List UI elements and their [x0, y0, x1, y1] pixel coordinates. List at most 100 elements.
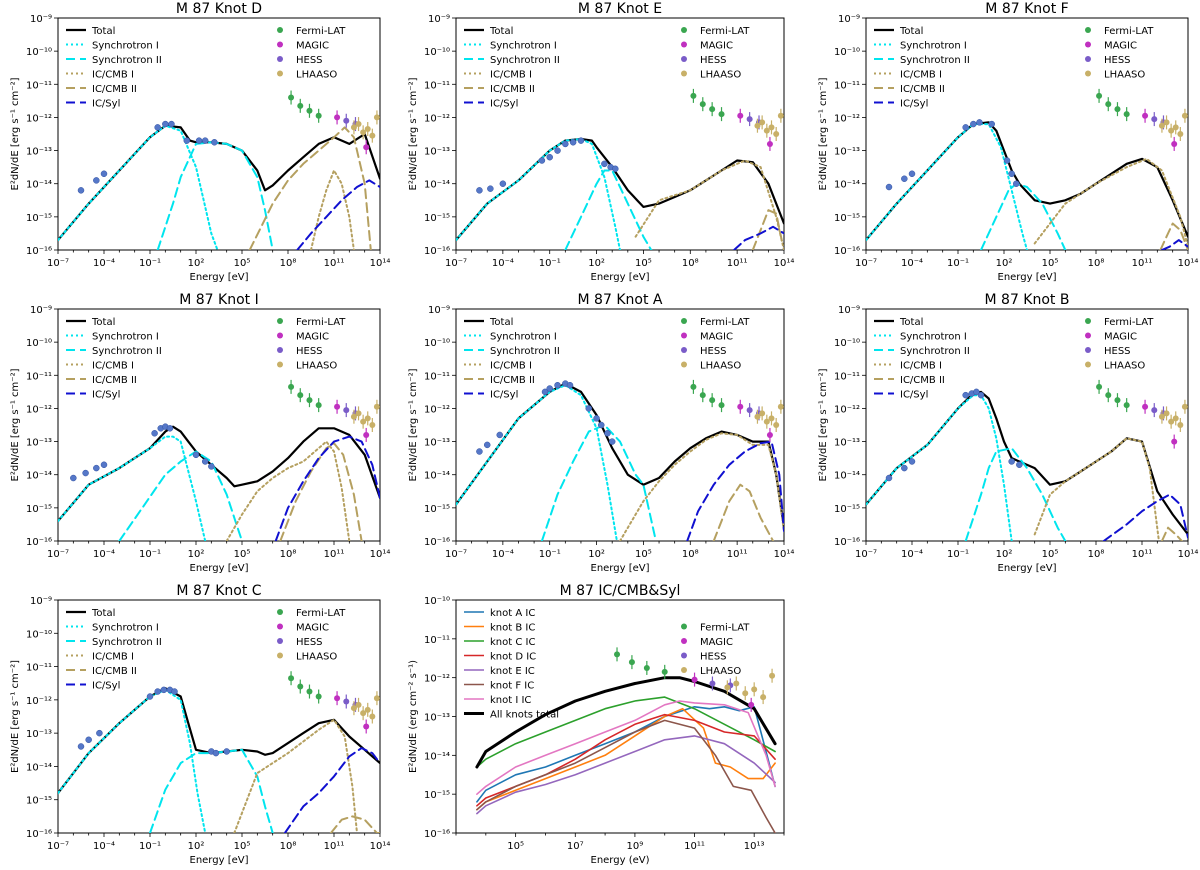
x-tick-label: 10¹¹ [1132, 549, 1153, 560]
lhaaso-point [1181, 403, 1188, 410]
lhaaso-point [769, 672, 776, 679]
legend-label: Fermi-LAT [700, 26, 750, 37]
y-tick-label: 10⁻⁹ [838, 14, 860, 25]
hess-point [1151, 407, 1158, 414]
plot-frame [57, 308, 381, 542]
chart-panel: M 87 Knot C 10⁻⁷ 10⁻⁴ 10⁻¹ 10² 10⁵ 10⁸ 10¹¹ 10¹⁴… [10, 583, 390, 866]
x-tick-label: 10⁵ [635, 258, 652, 269]
legend-label: Synchrotron II [92, 637, 162, 648]
legend-marker [277, 638, 283, 644]
legend-label: Total [489, 26, 513, 37]
series-synchrotron-i [58, 435, 207, 541]
lhaaso-point [777, 403, 784, 410]
chart-panel: M 87 Knot A 10⁻⁷ 10⁻⁴ 10⁻¹ 10² 10⁵ 10⁸ 10¹¹ 10¹⁴… [408, 292, 794, 574]
legend-label: IC/Syl [92, 681, 120, 692]
series-ic-cmb-i [225, 440, 351, 541]
legend-label: Total [899, 26, 923, 37]
legend-label: Synchrotron II [900, 55, 970, 66]
x-axis-label: Energy [eV] [591, 272, 650, 283]
fermi-lat-point [297, 392, 304, 399]
data-point [93, 464, 100, 472]
data-point [496, 431, 503, 439]
data-point [608, 438, 616, 445]
legend-marker [277, 70, 283, 77]
data-point [901, 464, 908, 472]
chart-panel: M 87 Knot D 10⁻⁷ 10⁻⁴ 10⁻¹ 10² 10⁵ 10⁸ 10¹¹ 10¹⁴… [10, 1, 390, 283]
y-axis-label: E²dN/dE [erg s⁻¹ cm⁻²] [10, 77, 21, 190]
magic-point [766, 431, 773, 438]
data-point [211, 139, 218, 146]
legend-label: IC/CMB II [92, 375, 137, 386]
chart-title: M 87 Knot D [176, 1, 262, 17]
legend-label: IC/Syl [92, 390, 120, 401]
legend-label: HESS [1104, 55, 1131, 66]
x-tick-label: 10⁻⁷ [47, 841, 69, 852]
legend-marker [681, 652, 687, 659]
fermi-lat-point [718, 402, 725, 409]
y-tick-label: 10⁻¹⁴ [424, 751, 450, 762]
legend-marker [681, 70, 687, 77]
fermi-lat-point [306, 397, 313, 404]
x-tick-label: 10¹⁴ [370, 549, 391, 560]
legend-label: LHAASO [1104, 361, 1145, 372]
data-point [546, 385, 553, 392]
x-tick-label: 10⁻¹ [539, 258, 561, 269]
legend-marker [1085, 347, 1091, 353]
magic-point [691, 676, 698, 683]
y-tick-label: 10⁻¹² [834, 113, 860, 124]
lhaaso-point [777, 112, 784, 119]
x-tick-label: 10⁵ [234, 841, 251, 852]
data-point [208, 463, 215, 470]
series-ic-syl [274, 435, 380, 541]
data-point [77, 743, 85, 750]
x-tick-label: 10⁹ [627, 841, 644, 852]
series-ic-cmb-i [310, 169, 355, 250]
y-tick-label: 10⁻¹³ [834, 438, 860, 449]
data-point [223, 748, 230, 755]
x-tick-label: 10¹¹ [727, 258, 748, 269]
fermi-lat-point [718, 111, 725, 118]
y-tick-label: 10⁻¹⁴ [26, 762, 52, 773]
x-tick-label: 10² [188, 258, 205, 269]
y-tick-label: 10⁻⁹ [838, 305, 860, 316]
chart-title: M 87 Knot C [176, 583, 261, 599]
y-tick-label: 10⁻⁹ [428, 14, 450, 25]
fermi-lat-point [1123, 111, 1130, 118]
fermi-lat-point [628, 659, 635, 666]
magic-point [737, 403, 744, 410]
y-tick-label: 10⁻¹¹ [26, 80, 52, 91]
legend-label: Fermi-LAT [700, 317, 750, 328]
fermi-lat-point [709, 106, 716, 113]
series-ic-cmb-ii [248, 126, 372, 250]
y-tick-label: 10⁻¹⁶ [26, 829, 52, 840]
x-tick-label: 10⁻⁷ [47, 549, 69, 560]
x-tick-label: 10⁻⁷ [445, 549, 467, 560]
x-tick-label: 10¹¹ [324, 258, 345, 269]
y-tick-label: 10⁻¹¹ [834, 371, 860, 382]
legend-marker [1085, 56, 1091, 62]
legend-marker [681, 667, 687, 673]
chart-title: M 87 Knot A [578, 292, 663, 308]
x-tick-label: 10⁸ [280, 258, 297, 269]
legend-label: Fermi-LAT [1104, 317, 1154, 328]
series-total [456, 137, 784, 242]
legend-label: knot E IC [490, 666, 535, 677]
data-point [192, 451, 200, 459]
y-axis-label: E²dN/dE [erg s⁻¹ cm⁻²] [818, 368, 829, 481]
data-point [546, 153, 553, 161]
data-point [604, 430, 611, 437]
data-point [183, 137, 191, 144]
plot-frame [865, 308, 1189, 542]
legend-label: Fermi-LAT [296, 317, 346, 328]
chart-panel: M 87 Knot F 10⁻⁷ 10⁻⁴ 10⁻¹ 10² 10⁵ 10⁸ 10¹¹ 10¹⁴… [818, 1, 1198, 283]
y-axis-label: E²dN/dE [erg s⁻¹ cm⁻²] [408, 368, 419, 481]
y-tick-label: 10⁻¹³ [834, 147, 860, 158]
magic-point [363, 144, 370, 151]
lhaaso-point [364, 126, 371, 133]
lhaaso-point [1177, 422, 1184, 428]
y-tick-label: 10⁻¹² [834, 404, 860, 415]
y-tick-label: 10⁻⁹ [30, 14, 52, 25]
fermi-lat-point [315, 112, 322, 119]
fermi-lat-point [1096, 92, 1103, 99]
fermi-lat-point [288, 94, 295, 101]
